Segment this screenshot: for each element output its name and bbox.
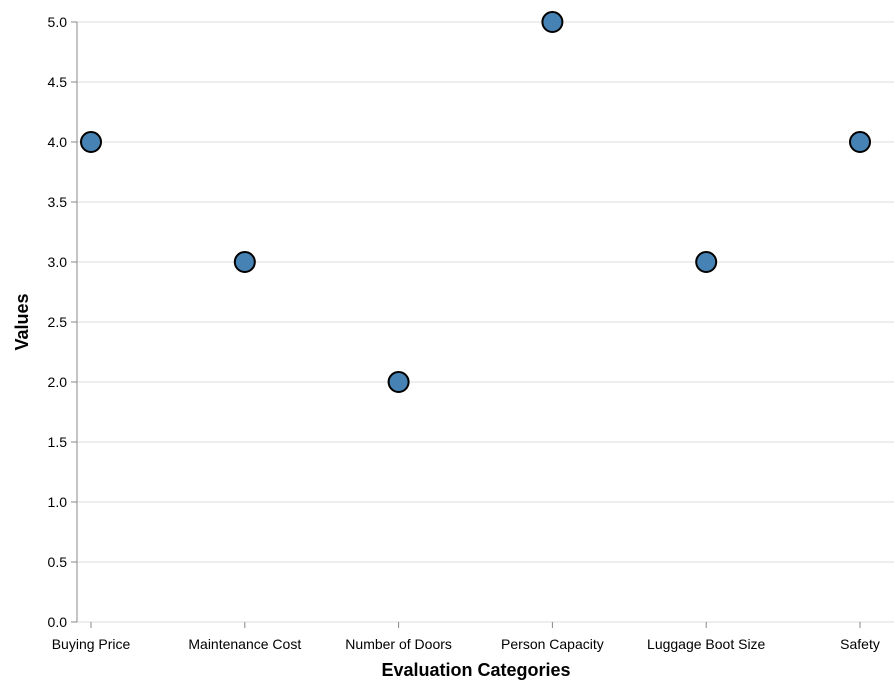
x-tick-label: Number of Doors (345, 636, 452, 652)
y-tick-label: 4.0 (48, 134, 68, 150)
y-tick-label: 1.5 (48, 434, 68, 450)
y-axis: 0.0 0.5 1.0 1.5 2.0 2.5 3.0 3.5 4.0 4.5 5.0 (48, 14, 78, 630)
data-point (387, 371, 410, 393)
data-point (541, 11, 564, 33)
y-tick-label: 3.0 (48, 254, 68, 270)
x-axis-title: Evaluation Categories (381, 660, 570, 680)
x-tick-label: Buying Price (52, 636, 131, 652)
x-tick-label: Luggage Boot Size (647, 636, 766, 652)
y-tick-label: 0.5 (48, 554, 68, 570)
data-point (849, 131, 871, 153)
data-point (695, 251, 718, 273)
y-tick-label: 0.0 (48, 614, 68, 630)
y-tick-label: 2.0 (48, 374, 68, 390)
x-axis: Buying Price Maintenance Cost Number of Do… (52, 622, 880, 652)
y-tick-label: 1.0 (48, 494, 68, 510)
x-tick-label: Maintenance Cost (188, 636, 301, 652)
data-point (233, 251, 256, 273)
grid-lines (77, 21, 894, 623)
y-tick-label: 4.5 (48, 74, 68, 90)
y-tick-label: 2.5 (48, 314, 68, 330)
y-tick-label: 3.5 (48, 194, 68, 210)
y-tick-label: 5.0 (48, 14, 68, 30)
data-points (80, 11, 871, 393)
x-tick-label: Safety (840, 636, 880, 652)
x-tick-label: Person Capacity (501, 636, 604, 652)
data-point (80, 131, 102, 153)
y-axis-title: Values (12, 293, 32, 350)
